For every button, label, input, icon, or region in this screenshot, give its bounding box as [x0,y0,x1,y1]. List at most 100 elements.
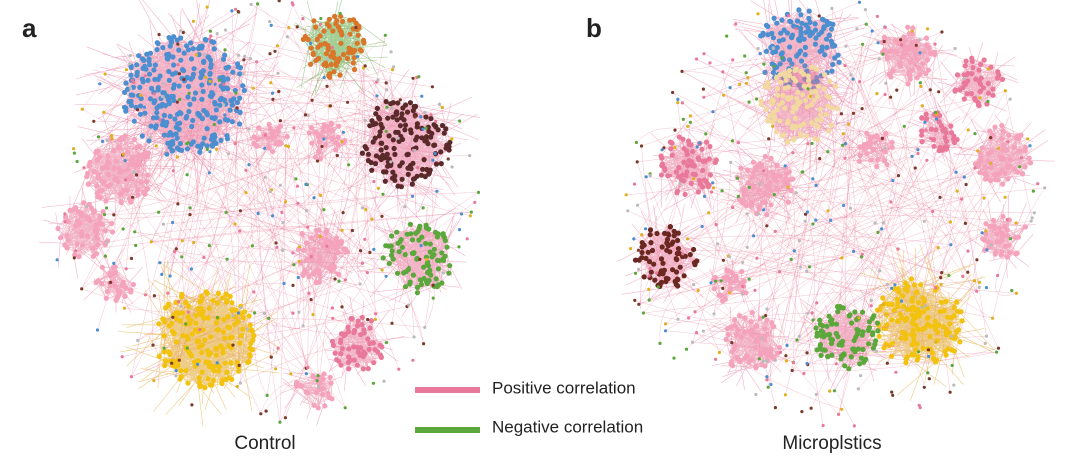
node [962,175,966,179]
node [711,110,715,114]
node [388,252,395,258]
node [360,37,367,43]
node [893,283,897,287]
node [140,56,146,62]
node [421,206,425,210]
node [905,283,911,289]
node [395,100,401,106]
node [938,123,945,129]
node [457,245,461,249]
node [301,17,305,21]
node [969,55,975,61]
node [441,271,446,275]
node [825,354,831,360]
node [867,140,873,146]
node [784,30,791,36]
node [883,146,887,150]
node [369,118,375,124]
node [798,29,804,35]
node [903,360,909,366]
node [747,277,751,281]
node [927,334,933,340]
node [985,90,992,96]
node [399,176,405,182]
node [954,299,960,305]
node [734,354,740,360]
node [830,6,834,10]
node [120,187,126,193]
node [427,267,433,273]
node [753,288,757,292]
node [199,82,205,88]
node [665,243,671,249]
node [336,123,342,129]
node [942,135,948,141]
node [891,286,898,292]
node [142,63,148,69]
node [403,269,409,275]
node [351,327,358,333]
node [717,350,722,355]
node [342,331,348,337]
node [128,199,134,205]
node [315,405,321,411]
node [654,230,660,237]
node [648,266,652,270]
node [182,77,186,82]
node [145,172,151,178]
node [790,368,794,373]
node [881,302,885,306]
node [822,347,828,353]
node [671,90,675,95]
node [450,137,454,141]
node [335,249,341,255]
node [955,189,959,193]
node [852,309,858,315]
node [355,318,361,324]
node [292,126,296,130]
node [909,352,915,358]
node [256,2,260,6]
node [189,123,195,130]
node [924,315,931,321]
node [203,53,207,57]
node [937,112,943,119]
node [91,208,98,214]
node [106,172,112,178]
node [663,278,669,285]
node [786,67,793,74]
node [934,110,938,114]
node [960,197,964,201]
node [829,68,835,74]
node [804,133,810,139]
node [977,88,984,94]
node [125,149,131,155]
node [706,156,712,162]
node [351,344,357,350]
node [94,234,100,240]
node [208,29,212,33]
node [849,73,853,77]
node [711,286,717,292]
node [275,245,279,249]
node [807,265,812,269]
node [372,161,379,167]
node [883,130,889,137]
node [786,177,793,183]
node [672,356,676,360]
node [184,146,191,152]
node [330,49,336,55]
node [217,102,223,108]
node [303,240,309,246]
node [693,310,697,314]
node [934,340,938,344]
node [806,8,812,14]
node [409,181,415,187]
node [154,105,160,111]
node [223,299,229,305]
node [913,166,917,170]
node [774,350,781,356]
node [243,54,247,59]
node [389,175,396,181]
node [797,334,801,338]
